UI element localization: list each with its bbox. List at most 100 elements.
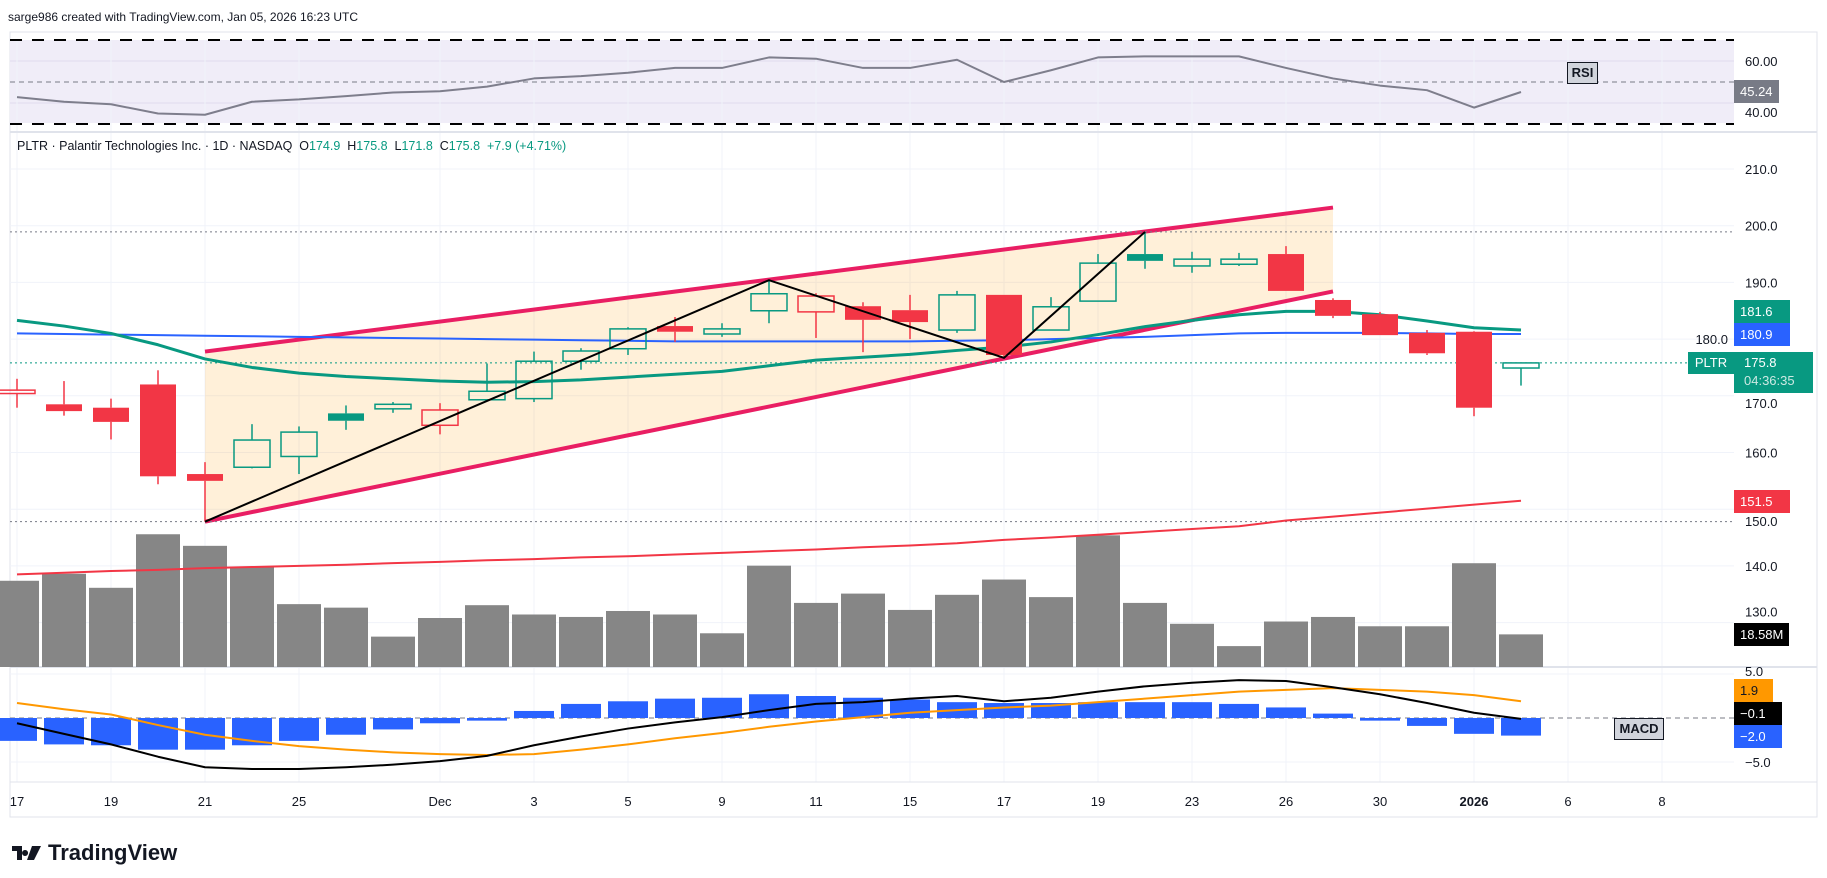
price-tick-label: 150.0 xyxy=(1745,514,1778,529)
candle xyxy=(703,323,741,337)
volume-bar xyxy=(1358,626,1402,667)
candle xyxy=(187,462,223,522)
price-tick-label: 180.0 xyxy=(1695,332,1728,347)
rsi-tick-label: 60.00 xyxy=(1745,54,1778,69)
candle-body xyxy=(1456,331,1492,408)
high-label: H xyxy=(347,139,357,153)
volume-bar xyxy=(1499,634,1543,667)
candle xyxy=(1173,251,1211,273)
candle xyxy=(986,294,1022,358)
candle xyxy=(421,403,459,435)
macd-histogram-bar xyxy=(1125,702,1165,718)
bar-countdown: 04:36:35 xyxy=(1744,373,1795,388)
candle xyxy=(140,370,176,485)
volume-bar xyxy=(888,609,932,667)
macd-histogram-bar xyxy=(1219,703,1259,718)
candle-body xyxy=(515,360,553,400)
candle xyxy=(1456,331,1492,417)
macd-histogram-bar xyxy=(796,696,836,718)
candle xyxy=(1268,246,1304,291)
macd-histogram-bar xyxy=(373,718,413,730)
candle-body xyxy=(93,407,129,422)
price-tick-label: 170.0 xyxy=(1745,396,1778,411)
volume-bar xyxy=(89,587,133,667)
axis-labels: 210.0 200.0 190.0 180.0 170.0 160.0 150.0 140.0… xyxy=(10,54,1778,809)
time-tick-label: 17 xyxy=(10,794,24,809)
volume-bar xyxy=(841,593,885,667)
time-tick-label: Dec xyxy=(428,794,452,809)
candle xyxy=(1127,231,1163,269)
volume-value-badge: 18.58M xyxy=(1734,623,1790,646)
chart-frame xyxy=(9,31,1818,818)
time-tick-label: 9 xyxy=(718,794,725,809)
close-label: C xyxy=(439,139,449,153)
candle xyxy=(938,290,976,333)
candle xyxy=(1362,311,1398,336)
candle xyxy=(845,302,881,353)
volume-bar xyxy=(747,565,791,667)
macd-histogram-bar xyxy=(984,703,1024,718)
price-tick-label: 160.0 xyxy=(1745,446,1778,461)
volume-bar xyxy=(935,594,979,667)
candle-body xyxy=(1127,254,1163,261)
volume-bar xyxy=(794,602,838,667)
macd-histogram-bar xyxy=(1266,707,1306,718)
candle-body xyxy=(938,294,976,331)
macd-histogram-bar xyxy=(749,694,789,718)
chart-attribution: sarge986 created with TradingView.com, J… xyxy=(8,10,358,24)
volume-bar xyxy=(982,579,1026,667)
candle xyxy=(750,280,788,324)
candle xyxy=(1220,252,1258,266)
macd-histogram-bar xyxy=(702,697,742,718)
high-value: 175.8 xyxy=(356,139,388,153)
candle-body xyxy=(46,404,82,412)
macd-tag[interactable]: MACD xyxy=(1614,718,1664,740)
macd-histogram-bar xyxy=(1454,718,1494,734)
macd-histogram-bar xyxy=(514,710,554,718)
macd-histogram-bar xyxy=(420,718,460,724)
time-tick-label: 25 xyxy=(292,794,306,809)
macd-line xyxy=(16,679,1522,771)
candle xyxy=(1315,298,1351,319)
ema-value-badge: 181.6 xyxy=(1734,300,1790,323)
candle-body xyxy=(892,310,928,323)
long-sma-value-badge: 151.5 xyxy=(1734,490,1790,513)
candle-body xyxy=(1079,262,1117,302)
volume-bar xyxy=(1029,597,1073,667)
time-tick-label: 8 xyxy=(1658,794,1665,809)
rsi-tag[interactable]: RSI xyxy=(1567,62,1598,84)
zigzag-trendline xyxy=(204,231,1146,523)
volume-bar xyxy=(418,618,462,667)
volume-bar xyxy=(183,545,227,667)
volume-bar xyxy=(653,614,697,667)
macd-tick-label: −5.0 xyxy=(1745,755,1771,770)
candle xyxy=(46,381,82,416)
macd-histogram-bar xyxy=(608,701,648,718)
candle xyxy=(0,378,36,408)
volume-bar xyxy=(136,534,180,667)
volume-bar xyxy=(0,580,39,667)
candle-body xyxy=(845,306,881,320)
low-label: L xyxy=(394,139,402,153)
candle xyxy=(892,294,928,340)
symbol-legend: PLTR · Palantir Technologies Inc. · 1D ·… xyxy=(17,139,566,153)
macd-histogram-bar xyxy=(1501,718,1541,736)
last-price: 175.8 xyxy=(1744,355,1777,370)
macd-histogram-bar xyxy=(467,718,507,721)
macd-histogram-bar xyxy=(1078,702,1118,718)
volume-bar xyxy=(1170,623,1214,667)
ema-line xyxy=(16,309,1522,384)
sma-value-badge: 180.9 xyxy=(1734,323,1790,346)
channel-lower-line xyxy=(204,289,1334,524)
tradingview-logo-icon xyxy=(12,846,41,860)
candle-body xyxy=(1502,362,1540,369)
tradingview-logo[interactable]: TradingView xyxy=(12,840,177,866)
candle-body xyxy=(986,294,1022,355)
macd-histogram-bar xyxy=(1360,718,1400,721)
volume-bar xyxy=(1076,535,1120,667)
macd-histogram-bar xyxy=(561,703,601,718)
rsi-line xyxy=(16,55,1522,116)
candle-body xyxy=(0,389,36,395)
candle xyxy=(1502,362,1540,386)
